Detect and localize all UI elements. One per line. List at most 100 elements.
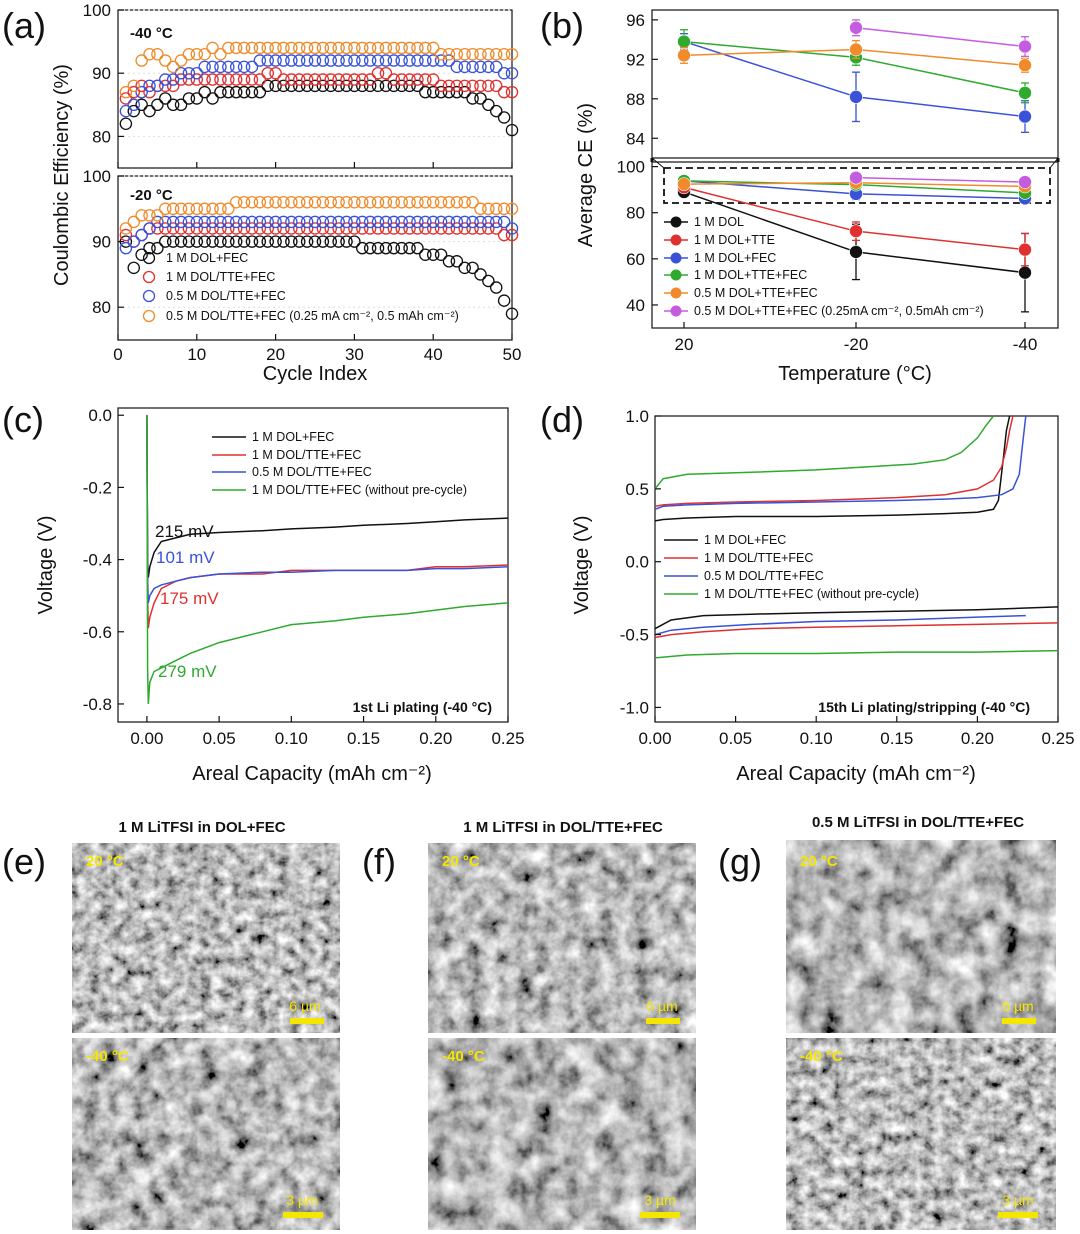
a-data-point-4: [505, 47, 519, 61]
c-x-tick-label: 0.25: [491, 729, 524, 748]
a-data-point-2: [458, 79, 471, 93]
a-data-point-2: [135, 79, 148, 93]
a-legend-label-3: 0.5 M DOL/TTE+FEC: [166, 289, 286, 303]
a-data-point-3: [127, 235, 141, 248]
a-data-point-1: [458, 85, 471, 99]
a-data-point-1: [222, 235, 235, 248]
a-data-point-3: [229, 215, 243, 229]
a-data-point-4: [395, 195, 408, 209]
a-data-point-3: [442, 215, 456, 229]
a-data-point-4: [135, 209, 148, 222]
a-data-point-3: [229, 60, 243, 74]
a-data-point-4: [332, 195, 345, 209]
a-data-point-3: [474, 60, 487, 74]
d-y-tick-label: 0.0: [625, 553, 649, 572]
a-data-point-4: [174, 202, 188, 216]
a-data-point-1: [237, 235, 251, 248]
d-frame: [654, 415, 1059, 723]
a-data-point-3: [206, 60, 219, 74]
b-legend-label-5: 0.5 M DOL+TTE+FEC: [694, 286, 818, 300]
a-data-point-4: [190, 202, 204, 216]
f-sem-image-bottom: [428, 1038, 696, 1230]
b-legend-marker-1: [670, 216, 682, 228]
a-data-point-4: [395, 41, 408, 55]
a-data-point-3: [166, 215, 180, 229]
a-data-point-4: [308, 41, 322, 55]
a-data-point-1: [190, 92, 204, 105]
a-data-point-3: [222, 215, 235, 229]
a-data-point-2: [182, 222, 196, 235]
a-data-point-1: [151, 98, 164, 112]
a-data-point-2: [214, 222, 227, 235]
a-data-point-1: [292, 235, 306, 248]
a-data-point-2: [371, 66, 385, 80]
a-data-point-4: [411, 41, 424, 55]
a-y-tick-label: 90: [92, 64, 111, 83]
b-bottom-marks: [677, 170, 1032, 313]
a-y-tick-label: 100: [83, 167, 111, 186]
a-data-point-2: [198, 73, 211, 86]
a-data-point-4: [253, 41, 267, 55]
b-legend-label-4: 1 M DOL+TTE+FEC: [694, 268, 807, 282]
a-data-point-2: [198, 222, 211, 235]
a-data-point-4: [285, 195, 298, 209]
a-data-point-4: [450, 195, 464, 209]
b-series-segment: [855, 183, 1026, 194]
a-data-point-4: [300, 41, 314, 55]
a-data-point-2: [174, 222, 188, 235]
a-data-point-4: [505, 202, 519, 216]
a-data-point-1: [419, 248, 432, 261]
a-data-point-3: [497, 215, 511, 229]
a-data-point-3: [395, 54, 408, 67]
a-data-point-2: [285, 73, 298, 86]
a-data-point-4: [222, 202, 235, 216]
b-data-point-5: [677, 177, 691, 191]
a-data-point-1: [214, 235, 227, 248]
c-annotation-101: 101 mV: [156, 548, 215, 567]
a-data-point-4: [489, 47, 503, 61]
a-data-point-1: [285, 235, 298, 248]
e-title: 1 M LiTFSI in DOL+FEC: [118, 819, 285, 836]
b-data-point-4: [1018, 39, 1032, 54]
a-data-point-3: [245, 60, 259, 74]
c-ticks: 0.00 0.05 0.10 0.15 0.20 0.25 0.0 -0.2 -0.4 -0.6 -…: [83, 406, 525, 748]
a-bottom-marks: [118, 175, 519, 321]
a-data-point-3: [151, 79, 164, 93]
a-data-point-1: [245, 85, 259, 99]
a-data-point-4: [166, 60, 180, 74]
a-data-point-3: [166, 73, 180, 86]
a-legend-marker-2: [142, 270, 156, 284]
a-data-point-3: [159, 73, 172, 86]
a-data-point-1: [198, 235, 211, 248]
panel-c: (c) 0.00 0.05 0.10 0.15 0.20 0.25 0.0 -0.2 -0.4 -…: [2, 399, 525, 785]
g-title: 0.5 M LiTFSI in DOL/TTE+FEC: [812, 814, 1024, 831]
a-data-point-2: [395, 222, 408, 235]
a-data-point-4: [190, 47, 204, 61]
a-data-point-2: [166, 222, 180, 235]
b-data-point-3: [677, 48, 691, 63]
a-data-point-3: [119, 104, 133, 118]
a-data-point-2: [159, 222, 172, 235]
a-data-point-2: [426, 222, 440, 235]
a-data-point-3: [387, 215, 401, 229]
panel-g: (g) 0.5 M LiTFSI in DOL/TTE+FEC 20 °C -4…: [718, 814, 1056, 1230]
d-series-line-3: [654, 415, 1027, 511]
b-x-tick-label: -40: [1013, 335, 1038, 354]
a-data-point-2: [277, 222, 290, 235]
a-data-point-4: [324, 41, 338, 55]
a-data-point-1: [119, 117, 133, 131]
a-data-point-3: [419, 215, 432, 229]
c-series-line-3: [146, 415, 509, 604]
a-data-point-3: [143, 222, 156, 235]
a-data-point-1: [332, 79, 345, 93]
a-data-point-4: [442, 47, 456, 61]
a-data-point-2: [403, 73, 416, 86]
a-data-point-4: [143, 209, 156, 222]
a-x-tick-label: 20: [266, 345, 285, 364]
a-data-point-3: [505, 222, 519, 235]
a-data-point-1: [253, 85, 267, 99]
a-data-point-1: [308, 79, 322, 93]
b-series-segment: [855, 251, 1026, 274]
a-data-point-3: [450, 60, 464, 74]
f-title: 1 M LiTFSI in DOL/TTE+FEC: [463, 819, 663, 836]
